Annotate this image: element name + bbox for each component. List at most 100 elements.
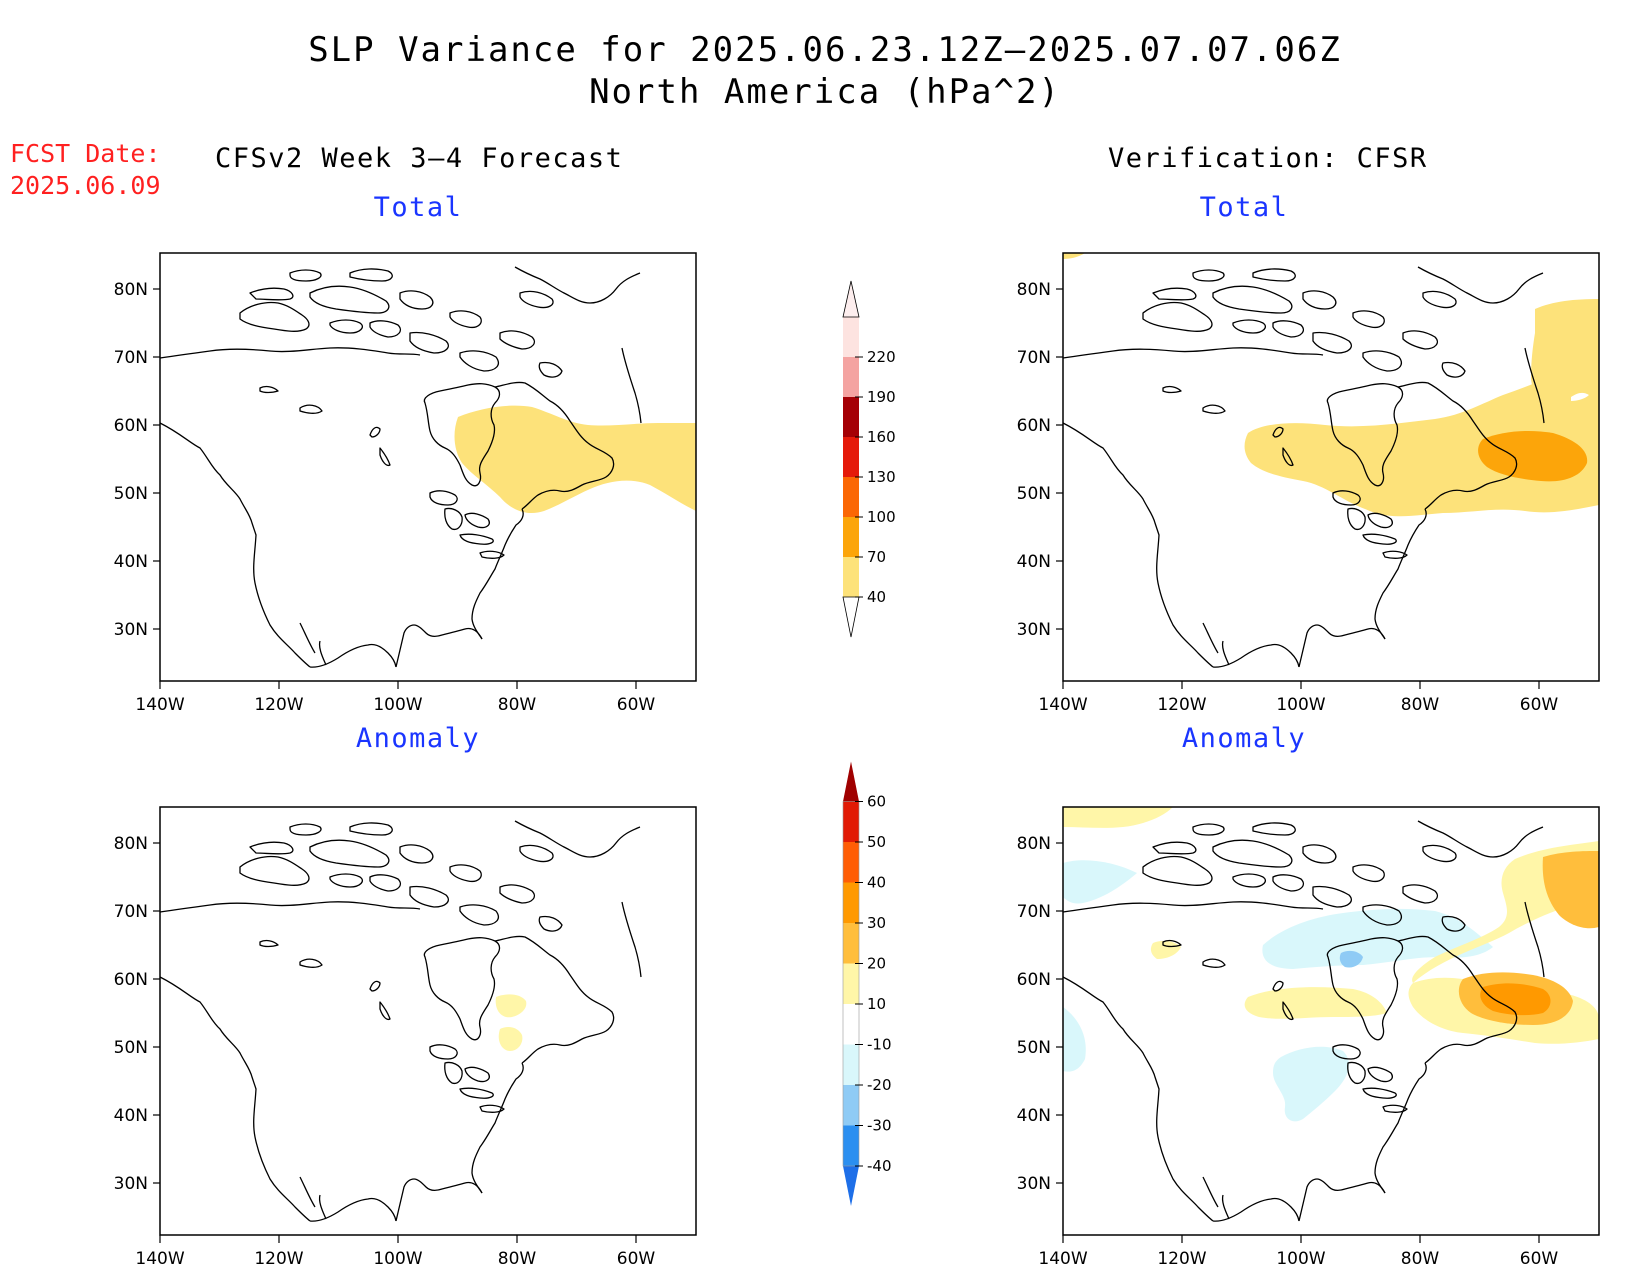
- verification-total-title: Total: [1199, 192, 1289, 223]
- forecast-anomaly-title: Anomaly: [355, 723, 481, 754]
- verification-anomaly-frame: [1062, 806, 1600, 1236]
- lon-label: 120W: [1157, 695, 1206, 715]
- total-colorbar-label: 160: [867, 428, 896, 446]
- lat-label: 80N: [114, 280, 148, 300]
- total-colorbar-swatch: [843, 477, 859, 517]
- lat-label: 70N: [114, 348, 148, 368]
- anomaly-colorbar-label: -20: [867, 1076, 892, 1094]
- lat-label: 60N: [1017, 970, 1051, 990]
- verification-column-header: Verification: CFSR: [1108, 143, 1428, 174]
- lat-label: 40N: [1017, 1106, 1051, 1126]
- verification-anomaly-title: Anomaly: [1181, 723, 1307, 754]
- main-title-line2: North America (hPa^2): [589, 72, 1061, 112]
- lon-label: 140W: [135, 695, 184, 715]
- anomaly-colorbar-swatch: [843, 882, 859, 923]
- lon-label: 100W: [1276, 695, 1325, 715]
- lat-label: 80N: [1017, 280, 1051, 300]
- total-colorbar-label: 220: [867, 348, 896, 366]
- forecast-anomaly-axes: 80N 70N 60N 50N 40N 30N 140W 120W 100W 80W 60W: [114, 834, 656, 1269]
- verification-anomaly-panel: 80N 70N 60N 50N 40N 30N 140W 120W 100W 80W 60W: [1017, 806, 1600, 1269]
- lon-label: 120W: [1157, 1249, 1206, 1269]
- anomaly-colorbar: -40 -30 -20 -10 10 20 30 40 50 60: [842, 761, 892, 1206]
- total-colorbar-bottom-arrow: [842, 596, 860, 638]
- forecast-anomaly-frame: [159, 806, 697, 1236]
- lon-label: 60W: [617, 1249, 656, 1269]
- lat-label: 70N: [114, 902, 148, 922]
- lat-label: 30N: [1017, 1174, 1051, 1194]
- total-colorbar-swatch: [843, 517, 859, 557]
- anomaly-colorbar-swatch: [843, 1004, 859, 1045]
- forecast-total-axes: 80N 70N 60N 50N 40N 30N 140W 120W 100W 80W 60W: [114, 280, 656, 715]
- total-colorbar-swatch: [843, 437, 859, 477]
- total-colorbar-label: 70: [867, 548, 886, 566]
- anomaly-colorbar-swatch: [843, 1044, 859, 1085]
- lat-label: 80N: [114, 834, 148, 854]
- anomaly-colorbar-label: -40: [867, 1157, 892, 1175]
- anomaly-colorbar-swatch: [843, 1125, 859, 1166]
- main-title-line1: SLP Variance for 2025.06.23.12Z–2025.07.…: [308, 30, 1342, 70]
- lon-label: 140W: [1038, 695, 1087, 715]
- lat-label: 80N: [1017, 834, 1051, 854]
- lon-label: 140W: [1038, 1249, 1087, 1269]
- lon-label: 80W: [1401, 1249, 1440, 1269]
- lon-label: 120W: [254, 695, 303, 715]
- lat-label: 50N: [114, 484, 148, 504]
- lon-label: 140W: [135, 1249, 184, 1269]
- lon-label: 80W: [1401, 695, 1440, 715]
- verification-total-axes: 80N 70N 60N 50N 40N 30N 140W 120W 100W 80W 60W: [1017, 280, 1559, 715]
- anomaly-colorbar-bottom-arrow: [843, 1166, 859, 1206]
- lon-label: 60W: [1520, 695, 1559, 715]
- total-colorbar-label: 190: [867, 388, 896, 406]
- anomaly-colorbar-label: -30: [867, 1117, 892, 1135]
- anomaly-colorbar-label: -10: [867, 1036, 892, 1054]
- lat-label: 70N: [1017, 348, 1051, 368]
- forecast-total-frame: [159, 252, 697, 682]
- anomaly-colorbar-swatch: [843, 1085, 859, 1126]
- anomaly-colorbar-label: 50: [867, 833, 886, 851]
- forecast-anomaly-shading: [495, 994, 527, 1051]
- lon-label: 60W: [617, 695, 656, 715]
- verification-total-frame: [1062, 252, 1600, 682]
- lon-label: 80W: [498, 1249, 537, 1269]
- lat-label: 40N: [114, 552, 148, 572]
- verification-anomaly-axes: 80N 70N 60N 50N 40N 30N 140W 120W 100W 80W 60W: [1017, 834, 1559, 1269]
- forecast-anomaly-panel: 80N 70N 60N 50N 40N 30N 140W 120W 100W 80W 60W: [114, 806, 697, 1269]
- forecast-anomaly-coastline: [159, 820, 642, 1222]
- lat-label: 30N: [114, 1174, 148, 1194]
- lat-label: 50N: [1017, 1038, 1051, 1058]
- total-colorbar-label: 130: [867, 468, 896, 486]
- verification-anomaly-shading: [1063, 807, 1599, 1122]
- fcst-date-value: 2025.06.09: [10, 171, 161, 200]
- lon-label: 120W: [254, 1249, 303, 1269]
- total-colorbar-label: 100: [867, 508, 896, 526]
- lat-label: 30N: [114, 620, 148, 640]
- anomaly-colorbar-top-arrow: [843, 761, 859, 802]
- lat-label: 60N: [114, 970, 148, 990]
- lat-label: 50N: [114, 1038, 148, 1058]
- fcst-date: FCST Date: 2025.06.09: [10, 138, 161, 202]
- forecast-total-panel: 80N 70N 60N 50N 40N 30N 140W 120W 100W 80W 60W: [114, 252, 697, 715]
- anomaly-colorbar-swatch: [843, 801, 859, 842]
- total-colorbar-swatch: [843, 557, 859, 597]
- anomaly-colorbar-swatch: [843, 963, 859, 1004]
- anomaly-colorbar-label: 60: [867, 793, 886, 811]
- total-colorbar-swatch: [843, 317, 859, 357]
- forecast-total-title: Total: [373, 192, 463, 223]
- verification-total-panel: 80N 70N 60N 50N 40N 30N 140W 120W 100W 80W 60W: [1017, 252, 1600, 715]
- lon-label: 100W: [373, 695, 422, 715]
- total-colorbar-label: 40: [867, 588, 886, 606]
- fcst-date-label: FCST Date:: [10, 139, 161, 168]
- anomaly-colorbar-label: 30: [867, 914, 886, 932]
- lat-label: 60N: [114, 416, 148, 436]
- lon-label: 100W: [1276, 1249, 1325, 1269]
- total-colorbar: 40 70 100 130 160 190 220: [842, 280, 896, 638]
- anomaly-colorbar-label: 10: [867, 995, 886, 1013]
- total-colorbar-swatch: [843, 357, 859, 397]
- lat-label: 30N: [1017, 620, 1051, 640]
- lat-label: 70N: [1017, 902, 1051, 922]
- forecast-total-shading: [454, 405, 696, 514]
- lat-label: 40N: [114, 1106, 148, 1126]
- lat-label: 50N: [1017, 484, 1051, 504]
- total-colorbar-top-arrow: [842, 280, 860, 318]
